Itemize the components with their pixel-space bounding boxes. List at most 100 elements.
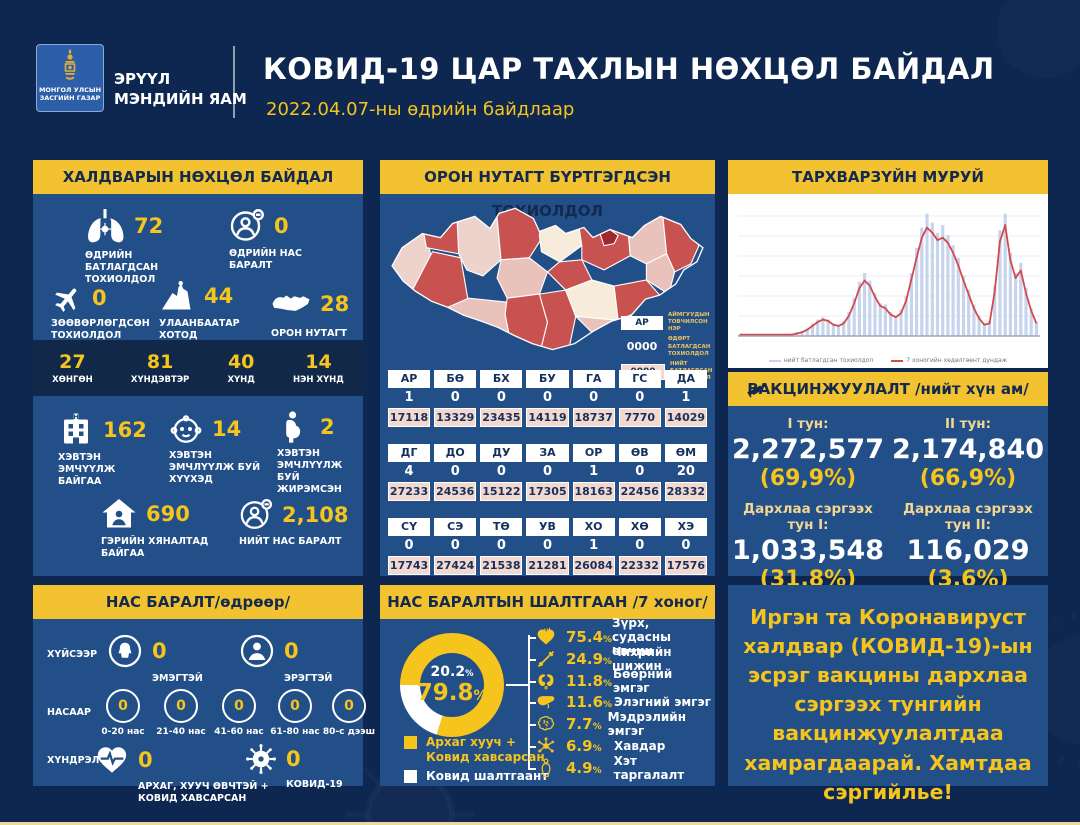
province-abbr: ДГ bbox=[388, 444, 431, 462]
bracket-stub bbox=[528, 637, 536, 639]
vaccination-panel: I тун: 2,272,577 (69,9%) II тун: 2,174,8… bbox=[728, 406, 1048, 592]
stat-label: УЛААНБААТАР ХОТОД bbox=[159, 318, 240, 341]
province-total: 17743 bbox=[388, 556, 431, 575]
age-label: 0-20 нас bbox=[101, 727, 145, 737]
stat-value: 0 bbox=[138, 748, 153, 772]
province-abbr: ДО bbox=[434, 444, 477, 462]
message-panel: Иргэн та Коронавируст халдвар (КОВИД-19)… bbox=[728, 585, 1048, 804]
province-abbr: ХӨ bbox=[618, 518, 661, 536]
province-total: 21538 bbox=[480, 556, 523, 575]
province-daily: 4 bbox=[404, 464, 414, 479]
body-icon bbox=[536, 758, 556, 778]
stat-label: АРХАГ, ХУУЧ ӨВЧТЭЙ + КОВИД ХАВСАРСАН bbox=[138, 781, 269, 804]
province-abbr: ГС bbox=[618, 370, 661, 388]
deaths-panel-title: НАС БАРАЛТ/өдрөөр/ bbox=[33, 585, 363, 619]
airplane-icon bbox=[51, 282, 83, 314]
age-group-stat: 0 21-40 нас bbox=[153, 689, 209, 738]
cause-percent: 24.9% bbox=[566, 649, 613, 668]
male-icon bbox=[239, 633, 275, 669]
mongolia-province-map bbox=[391, 207, 704, 351]
stat-label: ЗӨӨВӨРЛӨГДСӨН ТОХИОЛДОЛ bbox=[51, 318, 150, 341]
person-death-icon bbox=[229, 208, 265, 244]
province-abbr: ОР bbox=[572, 444, 615, 462]
curve-panel: ТАРХВАРЗҮЙН МУРУЙ нийт батлагдсан тохиол… bbox=[728, 160, 1048, 368]
region-table-row: АР 1 17118 БӨ 0 13329 БХ 0 23435 БУ 0 bbox=[388, 370, 707, 427]
report-date: 2022.04.07-ны өдрийн байдлаар bbox=[266, 99, 575, 120]
severity-label: ХҮНДЭВТЭР bbox=[130, 375, 190, 385]
bracket-stub bbox=[528, 702, 536, 705]
age-circle: 0 bbox=[106, 689, 140, 723]
curve-legend-line: 7 хоногийн хөдөлгөөнт дундаж bbox=[891, 357, 1007, 364]
province-total: 15122 bbox=[480, 482, 523, 501]
cause-label: Чихрийн шижин bbox=[612, 644, 672, 673]
severity-value: 81 bbox=[146, 351, 174, 373]
severity-item: 14 НЭН ХҮНД bbox=[293, 351, 344, 385]
severity-item: 27 ХӨНГӨН bbox=[52, 351, 93, 385]
bracket-stub bbox=[528, 724, 536, 727]
region-cell: ГА 0 18737 bbox=[572, 370, 615, 427]
covid-combined-pct: 79.8% bbox=[416, 680, 488, 706]
dose-stat: Дархлаа сэргээх тун II: 116,029 (3,6%) bbox=[888, 501, 1048, 592]
cause-percent: 11.8% bbox=[566, 671, 613, 690]
cancer-icon bbox=[536, 736, 556, 756]
stat-value: 0 bbox=[92, 286, 107, 310]
stat-label: ЭРЭГТЭЙ bbox=[284, 673, 333, 684]
province-daily: 1 bbox=[681, 390, 691, 405]
region-cell: ЗА 0 17305 bbox=[526, 444, 569, 501]
hospital-icon: H bbox=[58, 412, 94, 448]
age-label: 41-60 нас bbox=[214, 727, 264, 737]
province-daily: 0 bbox=[635, 390, 645, 405]
stat-value: 690 bbox=[146, 502, 190, 526]
cause-percent: 7.7% bbox=[566, 715, 602, 734]
by-sex-label: ХҮЙСЭЭР bbox=[47, 649, 98, 660]
legend-sample-daily: 0000 bbox=[626, 340, 658, 354]
province-abbr: УВ bbox=[526, 518, 569, 536]
legend-sample-abbr: АР bbox=[621, 315, 663, 330]
deaths-panel: НАС БАРАЛТ/өдрөөр/ ХҮЙСЭЭР 0 ЭМЭГТЭЙ 0 Э… bbox=[33, 585, 375, 804]
complication-label: ХҮНДРЭЛ bbox=[47, 755, 100, 766]
stat-value: 0 bbox=[286, 747, 301, 771]
cause-label: Бөөрний эмгэг bbox=[613, 666, 673, 695]
province-total: 17118 bbox=[388, 408, 431, 427]
cause-label: Хэт таргалалт bbox=[613, 753, 685, 782]
stat-value: 72 bbox=[134, 214, 164, 238]
stat-label: ГЭРИЙН ХЯНАЛТАД БАЙГАА bbox=[101, 536, 209, 559]
province-abbr: ЗА bbox=[526, 444, 569, 462]
province-total: 18737 bbox=[572, 408, 615, 427]
dose-percent: (69,9%) bbox=[759, 466, 857, 491]
province-total: 22332 bbox=[618, 556, 661, 575]
cause-row: 24.9% Чихрийн шижин bbox=[536, 645, 711, 673]
region-cell: СЭ 0 27424 bbox=[434, 518, 477, 575]
cause-row: 4.9% Хэт таргалалт bbox=[536, 754, 711, 782]
stat-label: ӨДРИЙН НАС БАРАЛТ bbox=[229, 248, 302, 271]
baby-icon bbox=[169, 412, 203, 446]
cause-label: Элэгний эмгэг bbox=[614, 695, 711, 710]
province-total: 14119 bbox=[526, 408, 569, 427]
region-cell: ӨМ 20 28332 bbox=[664, 444, 707, 501]
cause-percent: 6.9% bbox=[566, 737, 602, 755]
dose-stat: I тун: 2,272,577 (69,9%) bbox=[728, 416, 888, 491]
province-abbr: АР bbox=[388, 370, 431, 388]
curve-legend-bars: нийт батлагдсан тохиолдол bbox=[768, 357, 873, 364]
province-daily: 0 bbox=[635, 538, 645, 553]
cause-percent: 11.6% bbox=[566, 693, 613, 712]
severity-value: 40 bbox=[227, 351, 255, 373]
curve-legend: нийт батлагдсан тохиолдол 7 хоногийн хөд… bbox=[728, 357, 1048, 364]
ministry-name: ЭРҮҮЛ МЭНДИЙН ЯАМ bbox=[114, 70, 247, 108]
province-daily: 0 bbox=[496, 390, 506, 405]
province-daily: 0 bbox=[496, 464, 506, 479]
stat-value: 28 bbox=[320, 292, 350, 316]
age-circle: 0 bbox=[278, 689, 312, 723]
region-cell: ХО 1 26084 bbox=[572, 518, 615, 575]
severity-item: 81 ХҮНДЭВТЭР bbox=[131, 351, 189, 385]
stat-value: 2,108 bbox=[282, 503, 349, 527]
province-daily: 0 bbox=[404, 538, 414, 553]
region-cell: УВ 0 21281 bbox=[526, 518, 569, 575]
page-title: КОВИД-19 ЦАР ТАХЛЫН НӨХЦӨЛ БАЙДАЛ bbox=[263, 52, 995, 86]
svg-text:H: H bbox=[73, 414, 78, 421]
province-daily: 1 bbox=[589, 538, 599, 553]
pregnant-icon bbox=[277, 410, 311, 444]
government-logo: МОНГОЛ УЛСЫН ЗАСГИЙН ГАЗАР bbox=[36, 44, 104, 112]
curve-panel-title: ТАРХВАРЗҮЙН МУРУЙ bbox=[728, 160, 1048, 194]
infection-panel-title: ХАЛДВАРЫН НӨХЦӨЛ БАЙДАЛ bbox=[33, 160, 363, 194]
